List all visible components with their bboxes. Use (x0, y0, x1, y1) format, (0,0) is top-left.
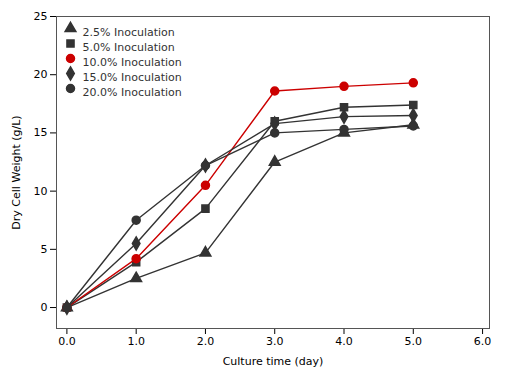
svg-text:10.0% Inoculation: 10.0% Inoculation (83, 56, 182, 69)
svg-text:1.0: 1.0 (127, 335, 145, 348)
svg-text:20.0% Inoculation: 20.0% Inoculation (83, 86, 182, 99)
svg-text:2.0: 2.0 (197, 335, 215, 348)
svg-text:Dry Cell Weight (g/L): Dry Cell Weight (g/L) (10, 115, 23, 229)
svg-text:15: 15 (34, 126, 48, 139)
svg-text:25: 25 (34, 10, 48, 23)
svg-text:10: 10 (34, 185, 48, 198)
svg-text:Culture time (day): Culture time (day) (223, 355, 324, 368)
svg-text:15.0% Inoculation: 15.0% Inoculation (83, 71, 182, 84)
svg-text:2.5% Inoculation: 2.5% Inoculation (83, 26, 175, 39)
svg-text:5.0: 5.0 (405, 335, 423, 348)
svg-text:5.0% Inoculation: 5.0% Inoculation (83, 41, 175, 54)
svg-text:6.0: 6.0 (474, 335, 492, 348)
svg-text:3.0: 3.0 (266, 335, 284, 348)
svg-text:5: 5 (41, 243, 48, 256)
svg-text:20: 20 (34, 68, 48, 81)
svg-text:4.0: 4.0 (335, 335, 353, 348)
svg-text:0.0: 0.0 (58, 335, 76, 348)
svg-text:0: 0 (41, 301, 48, 314)
